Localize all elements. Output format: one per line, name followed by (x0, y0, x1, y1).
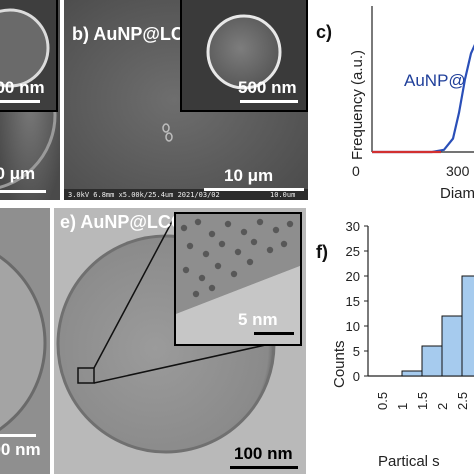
panel-b-meta-left: 3.0kV 6.8mm x5.00k/25.4um 2021/03/02 (68, 191, 220, 199)
panel-b-meta-right: 10.0um (270, 191, 296, 199)
panel-d-scalebar (0, 434, 36, 437)
panel-f-bars (401, 275, 474, 377)
gold-nanoparticle (230, 270, 238, 278)
panel-e-scale-text: 100 nm (234, 444, 293, 463)
gold-nanoparticle (240, 228, 248, 236)
panel-f-xtick-label: 2.5 (455, 392, 470, 410)
gold-nanoparticle (234, 248, 242, 256)
panel-c-xlabel: Diame (440, 185, 474, 202)
gold-nanoparticle (266, 246, 274, 254)
panel-b-inset-scale-text: 500 nm (238, 78, 297, 97)
panel-f-ytick-label: 0 (353, 369, 360, 384)
panel-e-label: e) AuNP@LCCV (60, 212, 196, 232)
gold-nanoparticle (182, 266, 190, 274)
panel-b-inset-scalebar (240, 100, 298, 103)
gold-nanoparticle (272, 226, 280, 234)
panel-d-texture (0, 208, 50, 474)
gold-nanoparticle (280, 240, 288, 248)
panel-f-ytick-label: 20 (346, 269, 360, 284)
panel-b-label: b) AuNP@LCCV (72, 24, 209, 44)
panel-e-inset-scalebar (254, 332, 294, 335)
panel-f-xticks: 0.511.522.53 (375, 392, 470, 410)
panel-f-label: f) (316, 242, 328, 262)
panel-e-tem-image: e) AuNP@LCCV 5 nm 100 nm (54, 208, 306, 474)
gold-nanoparticle (250, 238, 258, 246)
panel-c-xtick-0: 0 (352, 163, 360, 179)
panel-f-ylabel: Counts (331, 340, 348, 388)
panel-d-scale-text: 100 nm (0, 440, 41, 459)
gold-nanoparticle (208, 284, 216, 292)
panel-f-bar (421, 345, 443, 377)
panel-b-sem-image: b) AuNP@LCCV 500 nm 10 μm 3.0kV 6.8mm x5… (64, 0, 308, 200)
panel-a-sem-image: 500 nm 10 μm (0, 0, 60, 200)
panel-c-plot: Frequency (a.u.) 0 300 Diame AuNP@ (349, 6, 474, 202)
panel-f-ytick-label: 15 (346, 294, 360, 309)
panel-f-xtick-label: 1 (395, 403, 410, 410)
panel-f-ytick-label: 30 (346, 219, 360, 234)
gold-nanoparticle (208, 230, 216, 238)
panel-a-inset: 500 nm (0, 0, 58, 112)
panel-f-bar (401, 370, 423, 377)
panel-d-tem-image: 100 nm (0, 208, 50, 474)
gold-nanoparticle (194, 218, 202, 226)
panel-b-scale-text: 10 μm (224, 166, 274, 185)
gold-nanoparticle (246, 258, 254, 266)
panel-f-bar (461, 275, 474, 377)
gold-nanoparticle (224, 220, 232, 228)
panel-b-scalebar (204, 188, 304, 191)
panel-f-yticks: 0 5 10 15 20 25 30 (346, 219, 368, 384)
panel-c-label: c) (316, 22, 333, 42)
panel-a-scale-text: 10 μm (0, 164, 36, 183)
panel-c-ylabel: Frequency (a.u.) (349, 50, 366, 160)
panel-c-series-line-0 (372, 44, 474, 154)
gold-nanoparticle (218, 240, 226, 248)
gold-nanoparticle (202, 250, 210, 258)
panel-f-bar (441, 315, 463, 377)
gold-nanoparticle (286, 220, 294, 228)
panel-e-inset-particles (176, 214, 300, 344)
gold-nanoparticle (198, 274, 206, 282)
panel-b-inset-sphere (206, 14, 282, 90)
panel-f-ytick-label: 25 (346, 244, 360, 259)
gold-nanoparticle (180, 224, 188, 232)
panel-e-scalebar (230, 466, 298, 469)
gold-nanoparticle (256, 218, 264, 226)
panel-f-xtick-label: 1.5 (415, 392, 430, 410)
panel-b-inset: 500 nm (180, 0, 308, 112)
panel-f-ytick-label: 10 (346, 319, 360, 334)
gold-nanoparticle (186, 242, 194, 250)
panel-c-xtick-1: 300 (446, 163, 470, 179)
panel-a-inset-scalebar (0, 100, 40, 103)
panel-f-xlabel: Partical s (378, 453, 440, 470)
panel-f-xtick-label: 2 (435, 403, 450, 410)
panel-c-series-group (372, 44, 474, 154)
panel-f-xtick-label: 0.5 (375, 392, 390, 410)
panel-a-scalebar (0, 190, 46, 193)
panel-f-ytick-label: 5 (353, 344, 360, 359)
panel-c-series-label: AuNP@ (404, 71, 466, 90)
panel-a-inset-scale-text: 500 nm (0, 78, 45, 97)
gold-nanoparticle (214, 262, 222, 270)
panel-a-inset-sphere (0, 8, 50, 88)
panel-c-chart: c) Frequency (a.u.) 0 300 Diame AuNP@ (312, 0, 474, 205)
panel-e-inset-scale-text: 5 nm (238, 310, 278, 329)
gold-nanoparticle (192, 290, 200, 298)
panel-e-inset: 5 nm (174, 212, 302, 346)
